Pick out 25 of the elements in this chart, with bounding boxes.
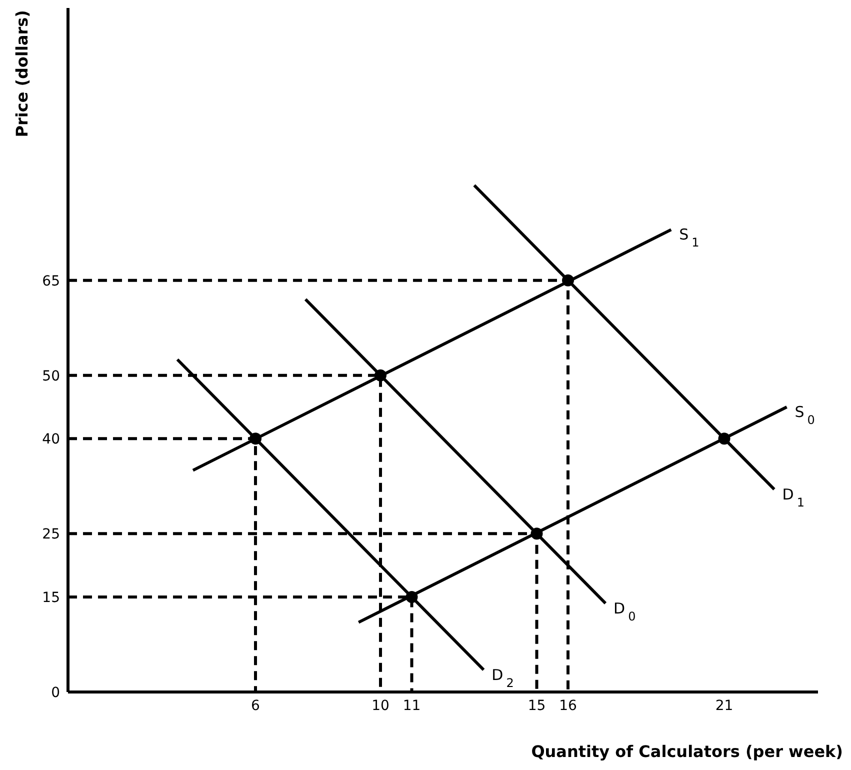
point — [250, 432, 262, 445]
y-tick-label: 65 — [42, 273, 60, 290]
point — [406, 591, 418, 603]
series-label: D$_{2}$ — [492, 666, 514, 690]
point — [530, 528, 543, 540]
series-label: S$_{0}$ — [794, 403, 815, 427]
series-label: S$_{1}$ — [679, 226, 700, 250]
y-tick-label: 40 — [42, 432, 60, 448]
x-tick-label: 15 — [528, 698, 546, 714]
series-label: D$_{1}$ — [782, 485, 804, 510]
point — [374, 369, 386, 382]
y-tick-label: 50 — [42, 368, 60, 384]
x-axis-title: Quantity of Calculators (per week) — [531, 742, 843, 761]
y-tick-label: 0 — [51, 684, 60, 701]
x-tick-label: 11 — [402, 698, 421, 714]
x-tick-label: 10 — [372, 698, 390, 714]
y-tick-label: 25 — [42, 526, 60, 543]
y-tick-label: 15 — [42, 590, 60, 606]
x-tick-label: 21 — [715, 698, 734, 714]
y-axis-title: Price (dollars) — [12, 10, 32, 138]
point — [718, 432, 730, 445]
x-tick-label: 16 — [559, 698, 577, 714]
series-label: D$_{0}$ — [614, 599, 636, 624]
point — [562, 274, 574, 286]
x-tick-label: 6 — [251, 698, 260, 714]
